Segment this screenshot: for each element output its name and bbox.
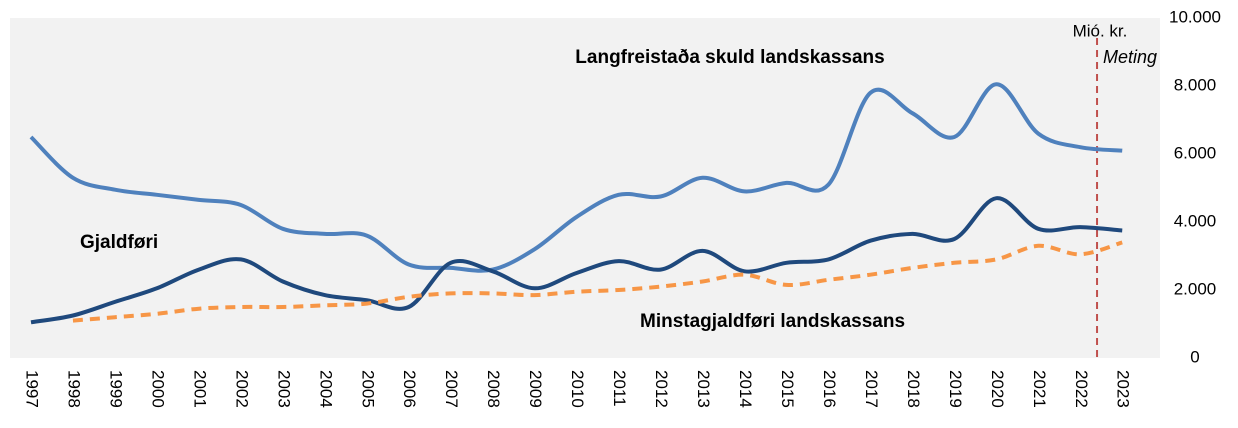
x-tick-label: 2003 <box>274 370 293 408</box>
x-tick-label: 2000 <box>148 370 167 408</box>
series-line <box>30 196 1123 325</box>
x-tick-label: 2015 <box>778 370 797 408</box>
x-tick-label: 2016 <box>820 370 839 408</box>
x-tick-label: 2005 <box>358 370 377 408</box>
x-tick-label: 2007 <box>442 370 461 408</box>
y-tick-label: 10.000 <box>1169 7 1221 26</box>
series-label: Minstagjaldføri landskassans <box>640 311 905 332</box>
x-tick-label: 2014 <box>736 370 755 408</box>
annotation: Meting <box>1103 47 1157 67</box>
x-tick-label: 1997 <box>23 370 42 408</box>
x-tick-label: 2009 <box>526 370 545 408</box>
x-tick-label: 2006 <box>400 370 419 408</box>
series-line <box>29 82 1123 273</box>
y-tick-label: 2.000 <box>1174 279 1217 298</box>
x-tick-label: 2008 <box>484 370 503 408</box>
y-tick-label: 4.000 <box>1174 211 1217 230</box>
x-tick-label: 2001 <box>190 370 209 408</box>
x-tick-label: 2004 <box>316 370 335 408</box>
y-tick-label: 0 <box>1190 347 1199 366</box>
x-tick-label: 1998 <box>64 370 83 408</box>
x-tick-label: 1999 <box>106 370 125 408</box>
series-label: Langfreistaða skuld landskassans <box>575 47 884 68</box>
x-tick-label: 2023 <box>1114 370 1133 408</box>
x-tick-label: 2013 <box>694 370 713 408</box>
x-tick-label: 2010 <box>568 370 587 408</box>
x-tick-label: 2018 <box>904 370 923 408</box>
series-label: Gjaldføri <box>80 232 158 253</box>
y-tick-label: 6.000 <box>1174 143 1217 162</box>
x-tick-label: 2011 <box>610 370 629 407</box>
x-tick-label: 2012 <box>652 370 671 408</box>
plot-area <box>10 18 1160 358</box>
x-tick-label: 2020 <box>988 370 1007 408</box>
x-tick-label: 2002 <box>232 370 251 408</box>
y-axis-title: Mió. kr. <box>1073 21 1128 40</box>
x-tick-label: 2017 <box>862 370 881 408</box>
x-tick-label: 2019 <box>946 370 965 408</box>
y-tick-label: 8.000 <box>1174 75 1217 94</box>
x-tick-label: 2021 <box>1030 370 1049 408</box>
series-line <box>72 240 1123 323</box>
x-tick-label: 2022 <box>1072 370 1091 408</box>
